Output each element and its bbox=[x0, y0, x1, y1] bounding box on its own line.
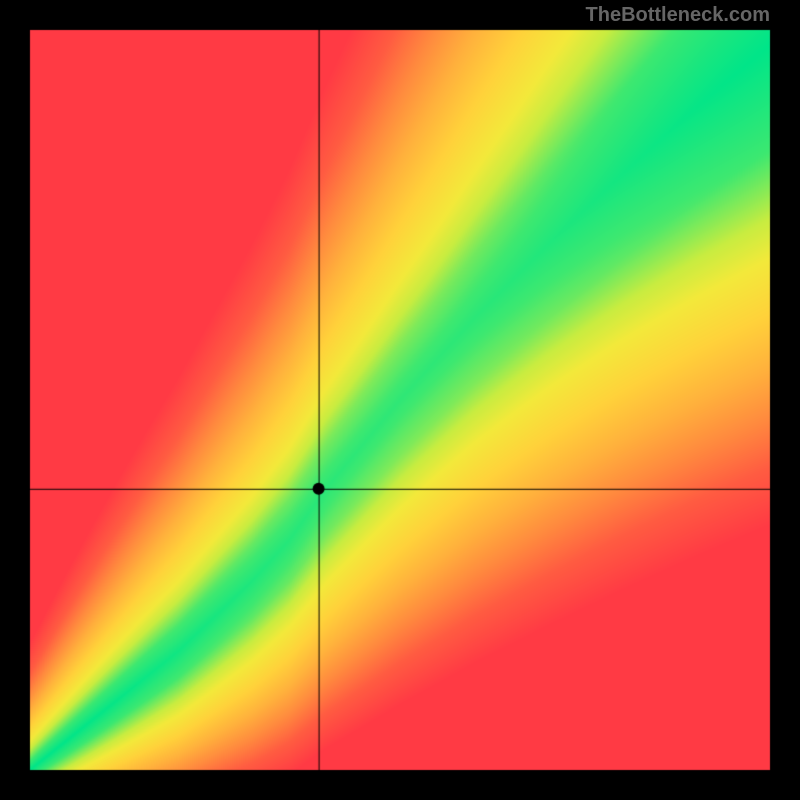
watermark-text: TheBottleneck.com bbox=[586, 4, 770, 27]
bottleneck-heatmap bbox=[0, 0, 800, 800]
chart-container: TheBottleneck.com bbox=[0, 0, 800, 800]
